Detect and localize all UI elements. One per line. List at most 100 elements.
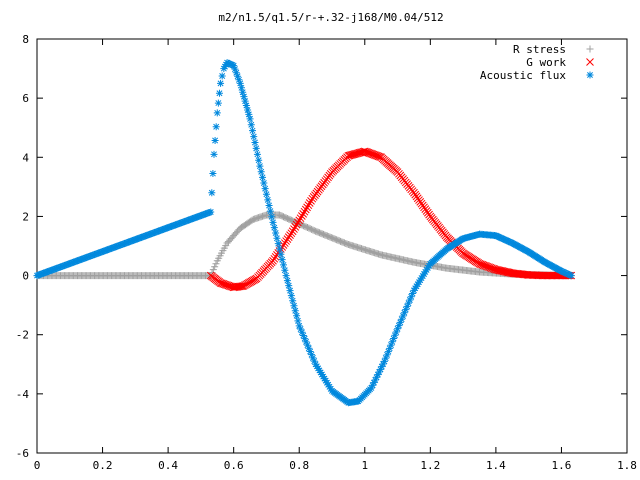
data-point (325, 383, 333, 391)
x-tick-label: 0 (34, 459, 41, 472)
data-point (388, 338, 396, 346)
data-point (295, 322, 303, 330)
data-point (211, 137, 219, 145)
data-point (228, 61, 236, 69)
x-tick-label: 0.8 (289, 459, 309, 472)
data-point (487, 264, 496, 273)
x-tick-label: 1 (361, 459, 368, 472)
data-point (276, 245, 284, 253)
data-point (425, 262, 433, 270)
data-point (260, 179, 268, 187)
x-tick-label: 1.2 (420, 459, 440, 472)
data-point (230, 62, 238, 70)
data-point (410, 286, 418, 294)
data-point (288, 227, 297, 236)
data-point (483, 262, 492, 271)
data-point (274, 240, 282, 248)
data-point (239, 88, 247, 96)
data-point (277, 250, 285, 258)
data-point (252, 144, 260, 152)
chart-title: m2/n1.5/q1.5/r-+.32-j168/M0.04/512 (218, 11, 443, 24)
data-point (218, 72, 226, 80)
data-point (481, 261, 489, 270)
data-point (273, 234, 281, 242)
data-point (477, 260, 485, 269)
data-point (485, 263, 493, 272)
data-point (420, 270, 428, 278)
data-point (247, 121, 255, 129)
data-point (242, 102, 250, 110)
data-point (241, 97, 249, 105)
data-point (386, 344, 394, 352)
data-point (560, 268, 568, 276)
data-point (378, 363, 386, 371)
data-point (294, 317, 302, 325)
data-point (374, 152, 383, 161)
data-point (375, 368, 383, 376)
data-point (222, 61, 230, 69)
data-point (245, 110, 253, 118)
data-point (223, 59, 231, 67)
data-point (281, 266, 289, 274)
data-point (323, 379, 331, 387)
data-point (562, 269, 570, 277)
data-point (559, 268, 567, 276)
data-point (306, 347, 314, 355)
data-point (298, 328, 306, 336)
data-point (373, 373, 381, 381)
data-point (282, 272, 290, 280)
data-point (382, 354, 390, 362)
data-point (564, 270, 572, 278)
data-point (214, 99, 222, 107)
data-point (207, 208, 215, 216)
data-point (412, 282, 420, 290)
data-point (566, 271, 574, 279)
data-point (383, 351, 391, 359)
data-point (317, 368, 325, 376)
data-point (486, 263, 495, 272)
data-point (411, 284, 419, 292)
data-point (221, 63, 229, 71)
data-point (291, 223, 300, 231)
data-point (371, 376, 379, 384)
data-point (557, 267, 565, 275)
data-point (482, 262, 491, 271)
data-point (404, 299, 412, 307)
data-point (285, 282, 293, 290)
data-point (268, 213, 276, 221)
x-tick-label: 0.2 (93, 459, 113, 472)
data-point (409, 290, 417, 298)
data-point (209, 170, 217, 178)
x-tick-label: 0.4 (158, 459, 178, 472)
legend-label: Acoustic flux (480, 69, 566, 82)
data-point (293, 312, 301, 320)
data-point (249, 127, 257, 135)
legend-label: R stress (513, 43, 566, 56)
data-point (235, 76, 243, 84)
data-point (402, 306, 410, 314)
data-point (307, 197, 315, 205)
data-point (567, 272, 575, 280)
data-point (395, 322, 403, 330)
data-point (238, 282, 247, 290)
data-point (367, 384, 375, 392)
data-point (302, 338, 310, 346)
data-point (262, 190, 270, 198)
data-point (290, 225, 298, 233)
data-point (399, 312, 407, 320)
data-point (314, 364, 322, 372)
data-point (266, 207, 274, 215)
data-point (407, 293, 415, 301)
data-point (269, 218, 277, 226)
data-point (324, 381, 332, 389)
plot-frame (36, 38, 628, 454)
y-tick-label: 4 (22, 151, 29, 164)
data-point (312, 360, 320, 368)
data-point (322, 377, 330, 385)
data-point (387, 341, 395, 349)
data-point (253, 150, 261, 158)
data-point (290, 302, 298, 310)
data-point (305, 344, 313, 352)
x-tick-label: 1.6 (552, 459, 572, 472)
